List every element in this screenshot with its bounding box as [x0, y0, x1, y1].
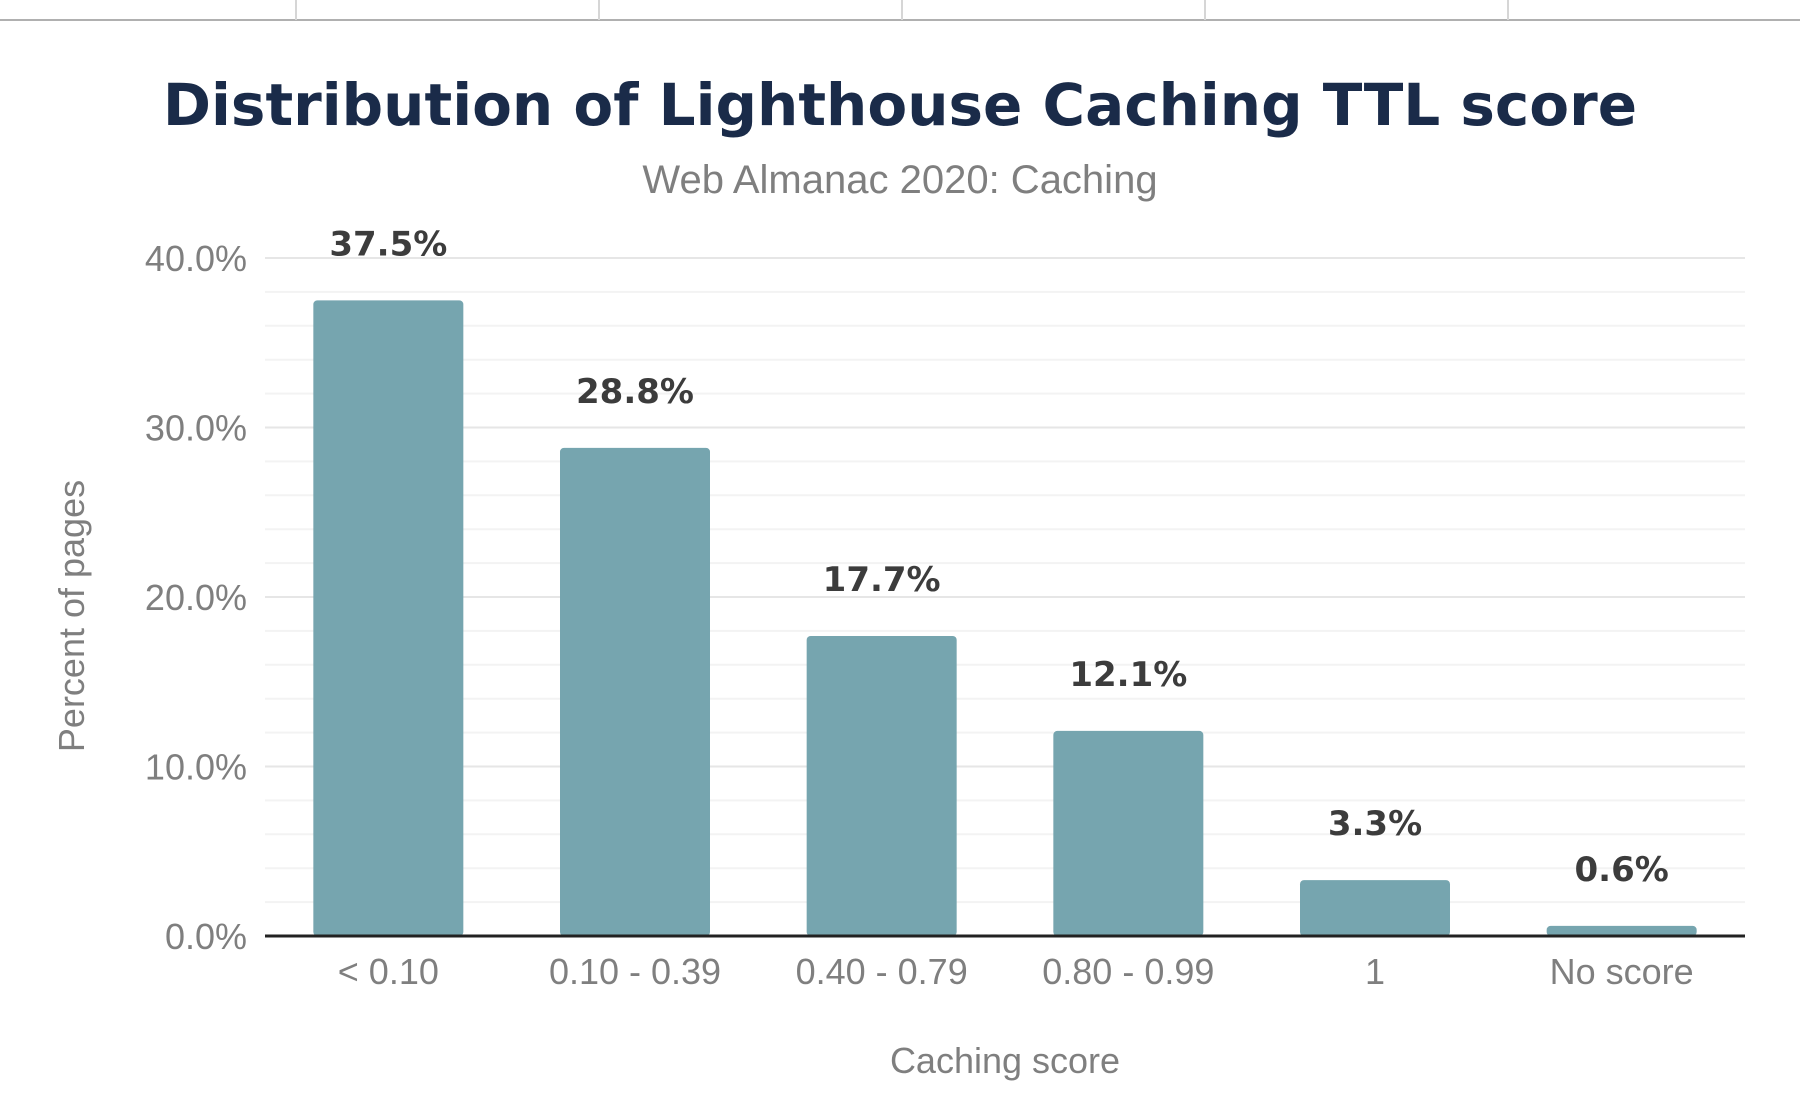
x-tick-label: 0.80 - 0.99: [1042, 951, 1214, 992]
bar: [1546, 925, 1697, 936]
chart-title: Distribution of Lighthouse Caching TTL s…: [163, 71, 1637, 139]
y-tick-label: 30.0%: [145, 408, 247, 449]
minor-gridlines: [265, 290, 1745, 904]
x-tick-label: No score: [1550, 951, 1694, 992]
bars-group: [313, 300, 1697, 936]
top-border-decoration: [0, 0, 1800, 21]
bar: [806, 635, 957, 936]
y-tick-label: 20.0%: [145, 577, 247, 618]
x-tick-label: < 0.10: [338, 951, 439, 992]
data-label: 3.3%: [1328, 804, 1422, 844]
major-gridlines: [265, 257, 1745, 768]
data-label: 37.5%: [329, 224, 447, 264]
x-axis-title: Caching score: [890, 1040, 1120, 1081]
data-label: 28.8%: [576, 372, 694, 412]
x-axis-tick-labels: < 0.10 0.10 - 0.39 0.40 - 0.79 0.80 - 0.99 1…: [338, 951, 1694, 992]
x-tick-label: 0.40 - 0.79: [796, 951, 968, 992]
bar: [1300, 880, 1450, 936]
chart-subtitle: Web Almanac 2020: Caching: [642, 158, 1157, 202]
bar: [1053, 730, 1204, 936]
data-label: 0.6%: [1575, 850, 1669, 890]
data-label: 12.1%: [1069, 655, 1187, 695]
y-axis-tick-labels: 0.0% 10.0% 20.0% 30.0% 40.0%: [145, 238, 247, 957]
data-labels-group: 37.5% 28.8% 17.7% 12.1% 3.3% 0.6%: [329, 224, 1668, 889]
y-tick-label: 0.0%: [165, 916, 247, 957]
x-tick-label: 0.10 - 0.39: [549, 951, 721, 992]
y-tick-label: 10.0%: [145, 747, 247, 788]
y-tick-label: 40.0%: [145, 238, 247, 279]
data-label: 17.7%: [823, 560, 941, 600]
bar: [313, 300, 464, 936]
y-axis-title: Percent of pages: [51, 480, 92, 752]
x-tick-label: 1: [1365, 951, 1385, 992]
bar: [560, 447, 710, 936]
